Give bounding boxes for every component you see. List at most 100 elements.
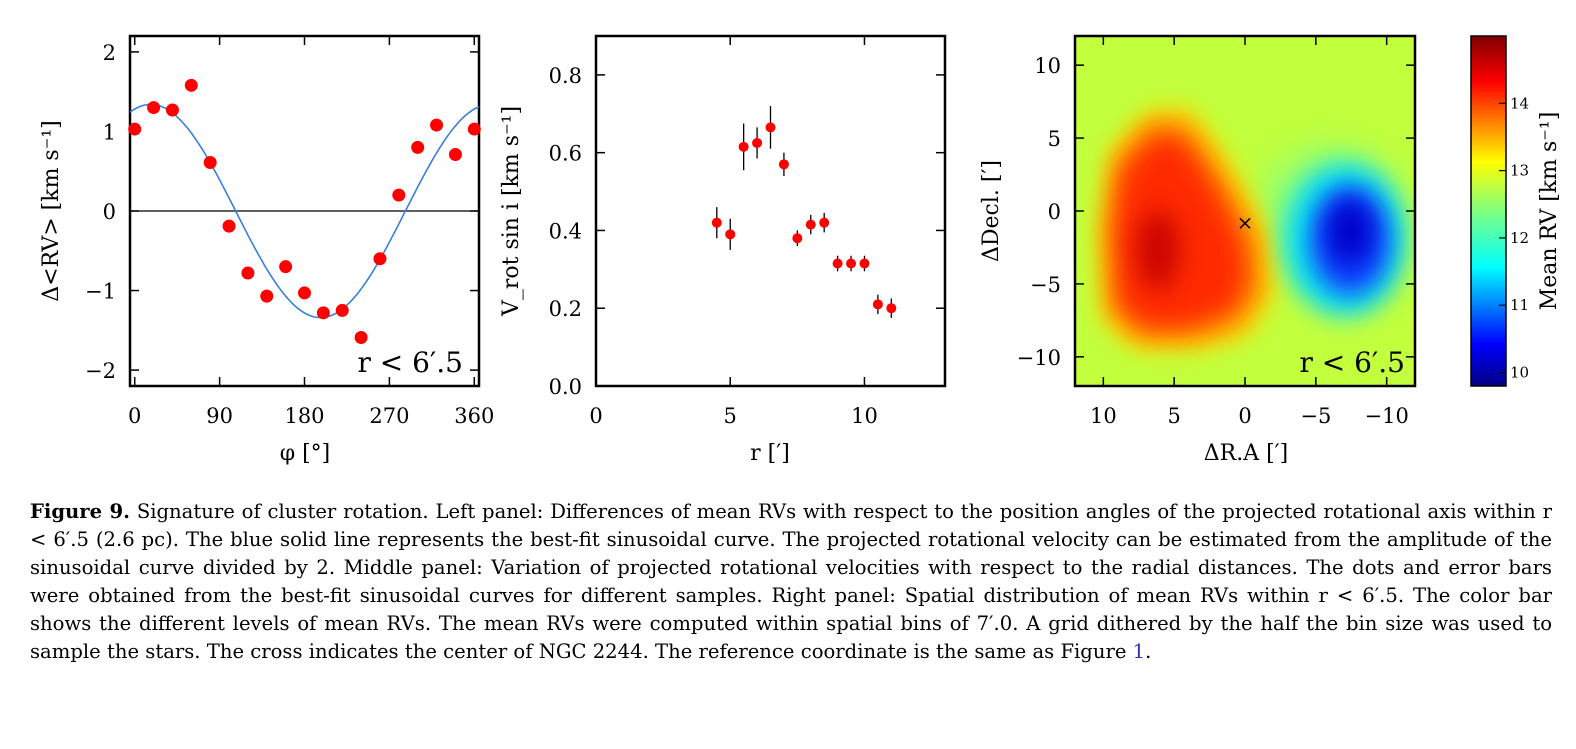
left-data-point	[203, 155, 217, 169]
middle-data-point	[765, 122, 776, 133]
left-y-tick-label: 0	[103, 200, 116, 224]
left-data-point	[430, 118, 444, 132]
left-data-point	[411, 140, 425, 154]
colorbar-ticks: 10 11 12 13 14	[1499, 94, 1529, 382]
left-x-tick-label: 270	[369, 404, 409, 428]
middle-y-tick-label: 0.8	[549, 64, 582, 88]
caption-end: .	[1145, 640, 1152, 663]
middle-error-bars	[716, 106, 892, 318]
right-y-tick-label: −10	[1017, 346, 1061, 370]
middle-y-axis-title: V_rot sin i [km s⁻¹]	[499, 106, 524, 317]
left-data-point	[467, 122, 481, 136]
left-y-tick-label: 1	[103, 120, 116, 144]
left-data-point	[184, 78, 198, 92]
middle-data-point	[872, 299, 883, 310]
colorbar-tick-label: 11	[1510, 296, 1529, 314]
left-x-tick-label: 180	[284, 404, 324, 428]
right-y-axis-title: ΔDecl. [′]	[979, 160, 1004, 262]
colorbar-title: Mean RV [km s⁻¹]	[1537, 112, 1562, 311]
right-x-tick-label: −5	[1300, 404, 1331, 428]
middle-x-tick-label: 5	[724, 404, 737, 428]
right-y-tick-label: 0	[1048, 200, 1061, 224]
cluster-center-cross: ×	[1237, 211, 1254, 235]
right-y-tick-label: 10	[1034, 54, 1061, 78]
left-data-point	[279, 260, 293, 274]
middle-x-tick-label: 0	[589, 404, 602, 428]
left-data-point	[316, 306, 330, 320]
left-data-point	[354, 330, 368, 344]
left-data-point	[260, 289, 274, 303]
left-data-point	[147, 101, 161, 115]
middle-data-point	[752, 137, 763, 148]
left-y-tick-label: −1	[85, 280, 116, 304]
right-y-tick-labels: −10 −5 0 5 10	[1017, 54, 1061, 370]
right-x-tick-label: 10	[1090, 404, 1117, 428]
left-y-tick-labels: −2 −1 0 1 2	[85, 41, 116, 383]
middle-data-point	[778, 159, 789, 170]
left-data-point	[165, 103, 179, 117]
colorbar-tick-label: 12	[1510, 229, 1529, 247]
middle-data-point	[805, 219, 816, 230]
colorbar-tick-label: 14	[1510, 94, 1529, 112]
left-data-point	[222, 219, 236, 233]
colorbar-tick-label: 13	[1510, 162, 1529, 180]
middle-x-axis-title: r [′]	[750, 441, 790, 466]
right-x-tick-label: 0	[1238, 404, 1251, 428]
middle-data-points	[711, 122, 897, 314]
left-data-point	[298, 286, 311, 300]
middle-panel: 0 5 10 0.0 0.2 0.4 0.6 0.8 r [′] V_rot sin i […	[499, 34, 947, 466]
left-data-point	[335, 303, 349, 317]
left-data-point	[241, 266, 255, 280]
left-data-point	[128, 122, 142, 136]
middle-y-tick-label: 0.6	[549, 142, 582, 166]
middle-data-point	[886, 303, 897, 314]
middle-data-point	[819, 217, 830, 228]
left-panel: 0 90 180 270 360 −2 −1 0 1 2 r < 6′.5 φ [°] Δ<RV…	[39, 34, 494, 466]
right-y-tick-label: 5	[1048, 127, 1061, 151]
caption-text: Signature of cluster rotation. Left pane…	[30, 500, 1552, 663]
left-x-tick-label: 90	[206, 404, 233, 428]
left-annotation: r < 6′.5	[357, 346, 463, 379]
best-fit-sinusoid-line	[129, 103, 480, 319]
right-y-tick-label: −5	[1030, 273, 1061, 297]
middle-y-tick-label: 0.2	[549, 297, 582, 321]
middle-data-point	[725, 229, 736, 240]
middle-data-point	[738, 141, 749, 152]
colorbar	[1470, 35, 1507, 387]
right-annotation: r < 6′.5	[1299, 346, 1405, 379]
heatmap-high-core	[1136, 210, 1180, 290]
middle-x-tick-label: 10	[851, 404, 878, 428]
left-x-axis-title: φ [°]	[280, 441, 331, 466]
middle-tick-marks	[595, 36, 945, 387]
figure-reference-link[interactable]: 1	[1132, 640, 1146, 663]
middle-data-point	[846, 258, 857, 269]
left-y-axis-title: Δ<RV> [km s⁻¹]	[39, 120, 64, 302]
right-tick-marks	[1075, 36, 1415, 386]
middle-y-tick-label: 0.0	[549, 375, 582, 399]
left-data-point	[448, 148, 462, 162]
middle-plot-frame	[594, 34, 947, 388]
middle-y-tick-labels: 0.0 0.2 0.4 0.6 0.8	[549, 64, 582, 399]
left-x-tick-label: 0	[128, 404, 141, 428]
caption-label: Figure 9.	[30, 500, 130, 523]
right-x-tick-labels: 10 5 0 −5 −10	[1090, 404, 1409, 428]
right-x-axis-title: ΔR.A [′]	[1204, 441, 1289, 466]
middle-data-point	[711, 217, 722, 228]
right-x-tick-label: 5	[1167, 404, 1180, 428]
left-data-points	[128, 78, 481, 344]
middle-data-point	[832, 258, 843, 269]
left-y-tick-label: −2	[85, 359, 116, 383]
left-x-tick-labels: 0 90 180 270 360	[128, 404, 494, 428]
middle-y-tick-label: 0.4	[549, 219, 582, 243]
left-data-point	[392, 188, 406, 202]
left-x-tick-label: 360	[454, 404, 494, 428]
middle-x-tick-labels: 0 5 10	[589, 404, 878, 428]
middle-data-point	[859, 258, 870, 269]
left-y-tick-label: 2	[103, 41, 116, 65]
middle-data-point	[792, 233, 803, 244]
heatmap-low-core	[1328, 200, 1372, 264]
left-data-point	[373, 252, 387, 266]
figure-caption: Figure 9. Signature of cluster rotation.…	[30, 498, 1552, 666]
